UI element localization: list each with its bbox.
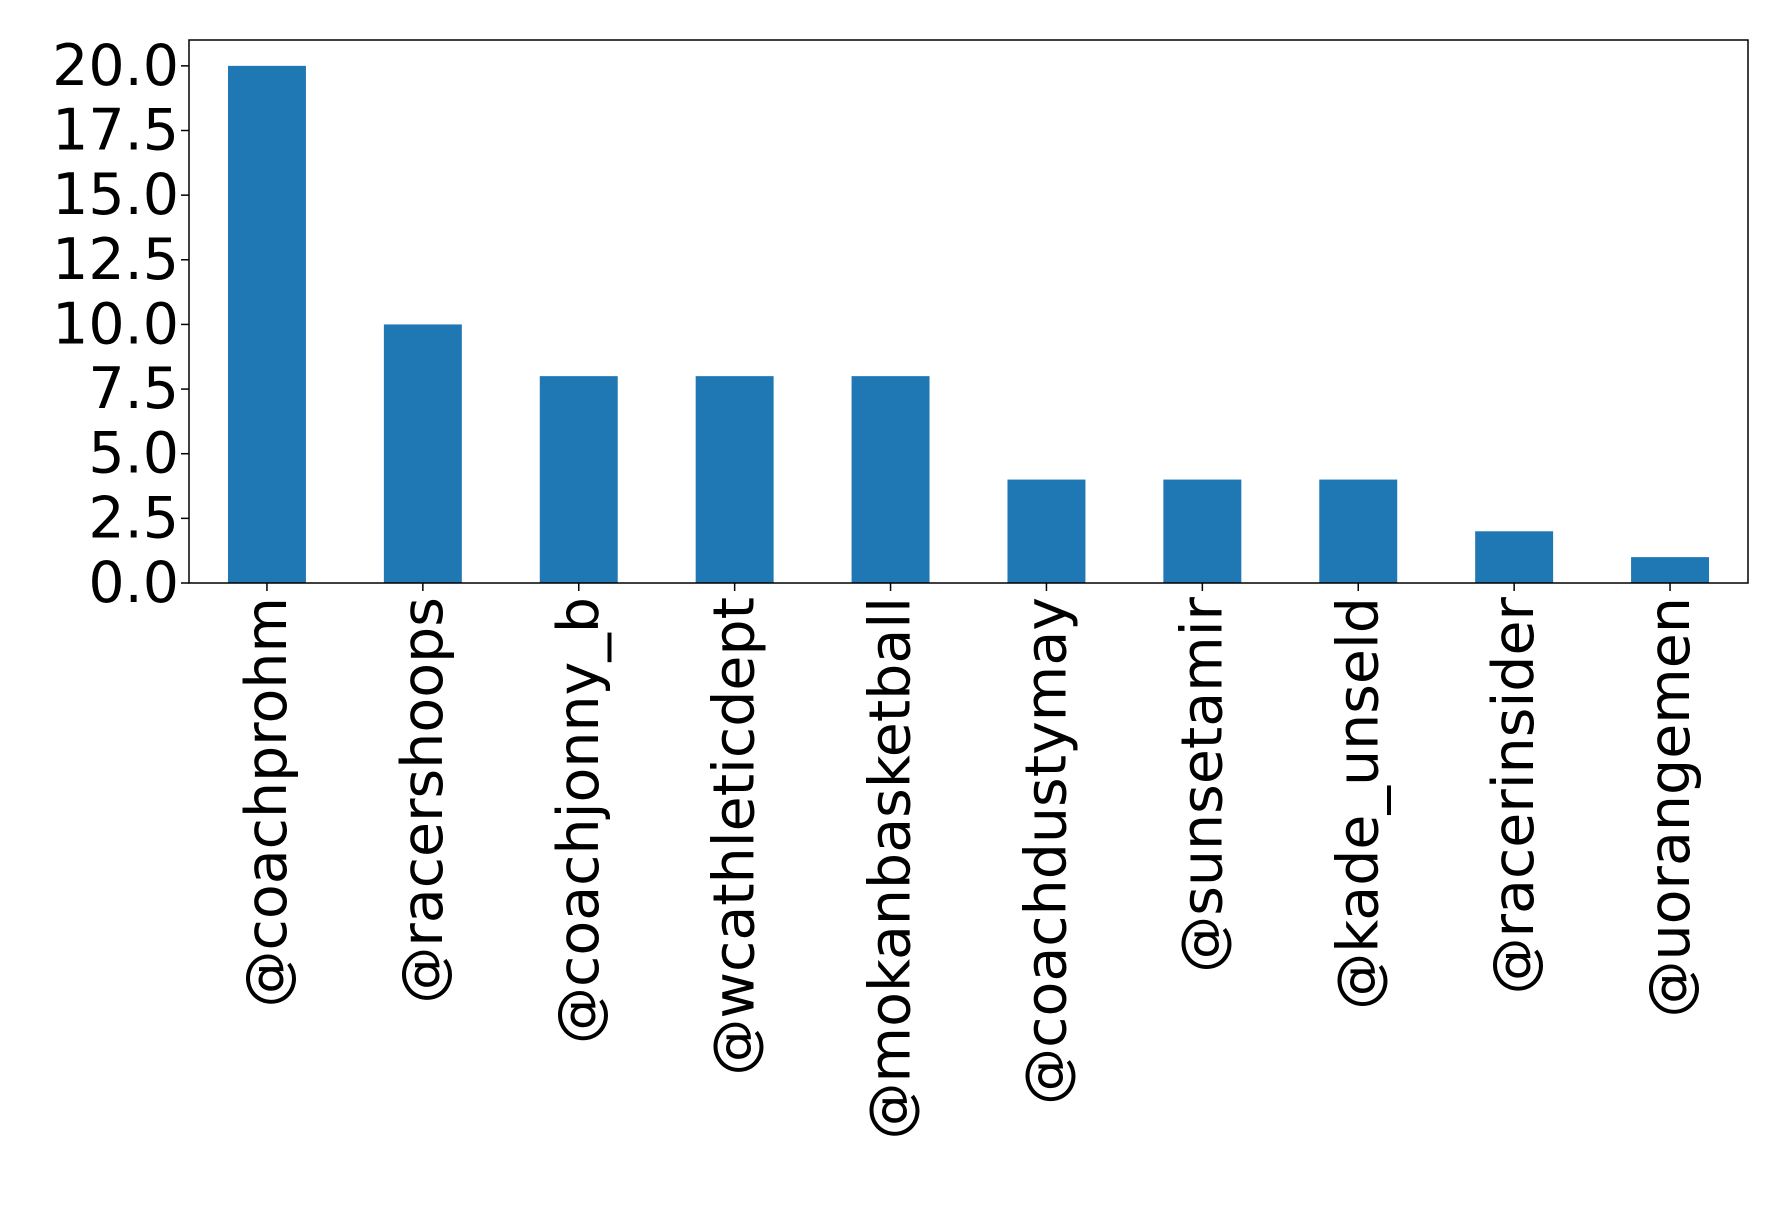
x-tick-label: @kade_unseld	[1325, 597, 1391, 1010]
bar	[1007, 479, 1086, 583]
x-tick-label: @coachjonny_b	[546, 597, 612, 1044]
y-tick-label: 7.5	[88, 356, 179, 422]
bars-group	[227, 65, 1710, 584]
bar	[851, 376, 930, 583]
y-tick-label: 0.0	[88, 550, 179, 616]
y-tick-label: 20.0	[52, 33, 179, 99]
y-tick-label: 12.5	[52, 227, 179, 293]
x-tick-label: @coachdustymay	[1013, 597, 1079, 1105]
y-axis-ticks: 0.02.55.07.510.012.515.017.520.0	[52, 33, 189, 616]
bar	[539, 376, 618, 583]
bar	[1319, 479, 1398, 583]
y-tick-label: 17.5	[52, 98, 179, 164]
x-axis-ticks: @coachprohm @racershoops @coachjonny_b @wca…	[234, 583, 1703, 1139]
x-tick-label: @uorangemen	[1637, 597, 1703, 1017]
x-tick-label: @racerinsider	[1481, 596, 1547, 994]
bar	[1631, 557, 1710, 583]
plot-frame	[188, 39, 1749, 584]
x-tick-label: @wcathleticdept	[702, 597, 768, 1076]
x-tick-label: @coachprohm	[234, 597, 300, 1008]
bar	[1475, 531, 1554, 583]
x-tick-label: @racershoops	[390, 597, 456, 1004]
bar	[695, 376, 774, 583]
y-tick-label: 15.0	[52, 162, 179, 228]
x-tick-label: @sunsetamir	[1169, 596, 1235, 972]
bar	[383, 324, 462, 583]
y-tick-label: 10.0	[52, 291, 179, 357]
y-tick-label: 5.0	[88, 421, 179, 487]
x-tick-label: @mokanbasketball	[858, 597, 924, 1139]
bar	[227, 65, 306, 584]
bar	[1163, 479, 1242, 583]
y-tick-label: 2.5	[88, 485, 179, 551]
